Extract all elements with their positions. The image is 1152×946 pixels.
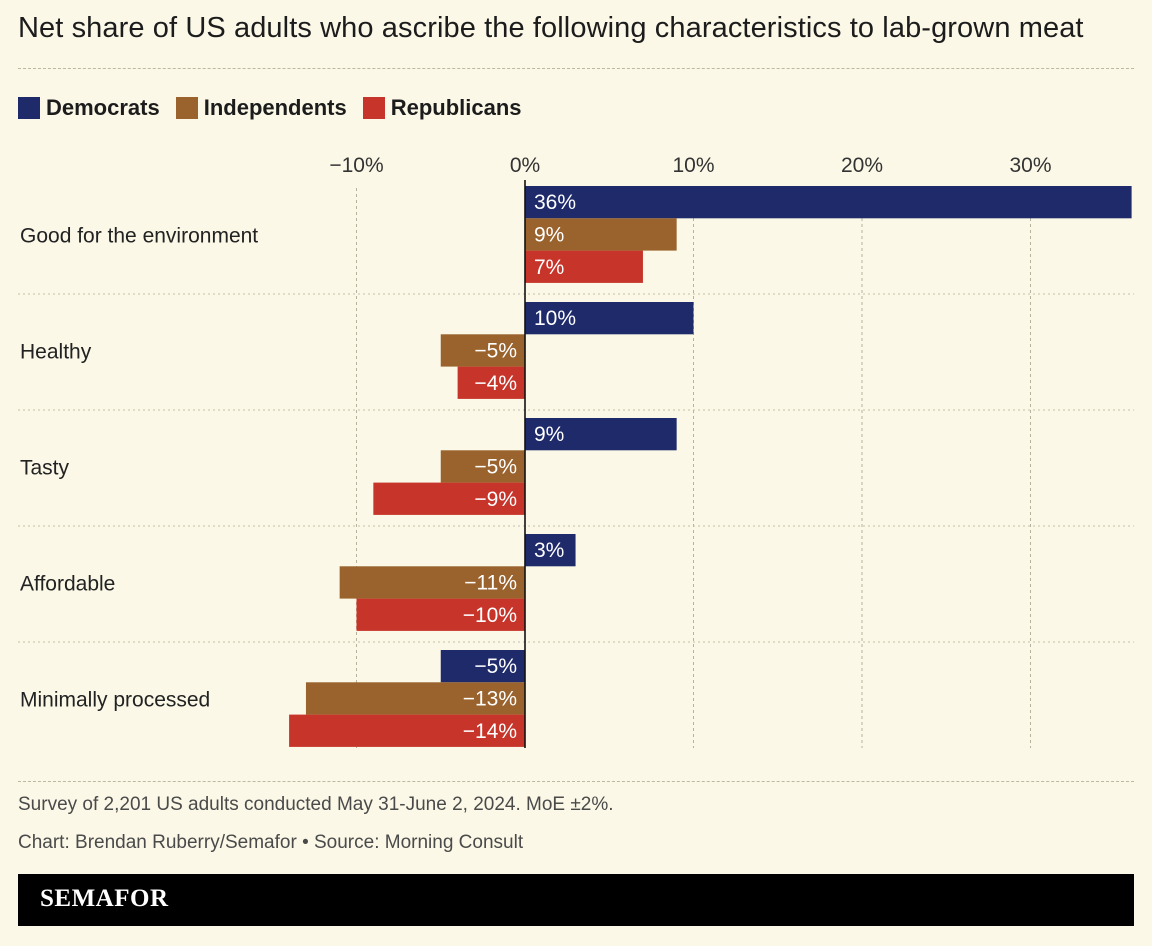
- data-label: 9%: [534, 423, 564, 446]
- legend: Democrats Independents Republicans: [18, 95, 522, 121]
- bar: [440, 450, 525, 483]
- category-label: Healthy: [20, 340, 92, 363]
- legend-swatch-independents: [175, 97, 198, 119]
- survey-note: Survey of 2,201 US adults conducted May …: [18, 794, 614, 815]
- x-tick-label: 10%: [672, 154, 714, 177]
- x-tick-label: 20%: [841, 154, 883, 177]
- data-label: −11%: [464, 571, 517, 594]
- brand-logo: SEMAFOR: [40, 885, 169, 912]
- bar: [440, 334, 525, 367]
- data-label: −13%: [463, 687, 517, 710]
- x-tick-label: 0%: [510, 154, 540, 177]
- brand-bar: SEMAFOR: [18, 874, 1134, 926]
- bar: [525, 186, 1132, 219]
- legend-item-republicans: Republicans: [362, 95, 522, 121]
- bar: [289, 714, 525, 747]
- data-label: −5%: [474, 339, 517, 362]
- bar: [373, 482, 525, 515]
- legend-swatch-republicans: [362, 97, 385, 119]
- category-label: Tasty: [20, 456, 70, 479]
- data-label: 3%: [534, 539, 564, 562]
- data-label: 10%: [534, 307, 576, 330]
- bar: [525, 250, 643, 283]
- legend-label-independents: Independents: [203, 95, 347, 120]
- category-label: Good for the environment: [20, 224, 258, 247]
- legend-swatch-democrats: [18, 97, 40, 119]
- legend-label-republicans: Republicans: [390, 95, 522, 120]
- bar: [525, 302, 694, 335]
- title-divider: [18, 68, 1134, 69]
- category-label: Minimally processed: [20, 688, 210, 711]
- x-tick-label: 30%: [1009, 154, 1051, 177]
- chart-title: Net share of US adults who ascribe the f…: [18, 12, 1084, 44]
- legend-item-independents: Independents: [175, 95, 347, 121]
- bar: [525, 218, 677, 251]
- chart-credit: Chart: Brendan Ruberry/Semafor • Source:…: [18, 832, 524, 853]
- footer-divider: [18, 781, 1134, 782]
- data-label: −14%: [463, 720, 517, 743]
- data-label: 36%: [534, 191, 576, 214]
- data-label: −5%: [474, 655, 517, 678]
- bar: [305, 682, 525, 715]
- bar: [440, 650, 525, 683]
- bar: [356, 598, 525, 631]
- data-label: −9%: [474, 488, 517, 511]
- bar: [457, 366, 525, 399]
- category-label: Affordable: [20, 572, 115, 595]
- legend-label-democrats: Democrats: [46, 95, 160, 120]
- plot-area: −10% 0% 10% 20% 30% 36% 9% 7% Good for the envir…: [18, 154, 1134, 748]
- data-label: 7%: [534, 256, 564, 279]
- bar: [525, 534, 576, 567]
- data-label: 9%: [534, 223, 564, 246]
- bar: [339, 566, 525, 599]
- data-label: −5%: [474, 455, 517, 478]
- legend-item-democrats: Democrats: [18, 95, 160, 121]
- data-label: −4%: [474, 372, 517, 395]
- data-label: −10%: [463, 604, 517, 627]
- bar: [525, 418, 677, 451]
- x-tick-label: −10%: [329, 154, 383, 177]
